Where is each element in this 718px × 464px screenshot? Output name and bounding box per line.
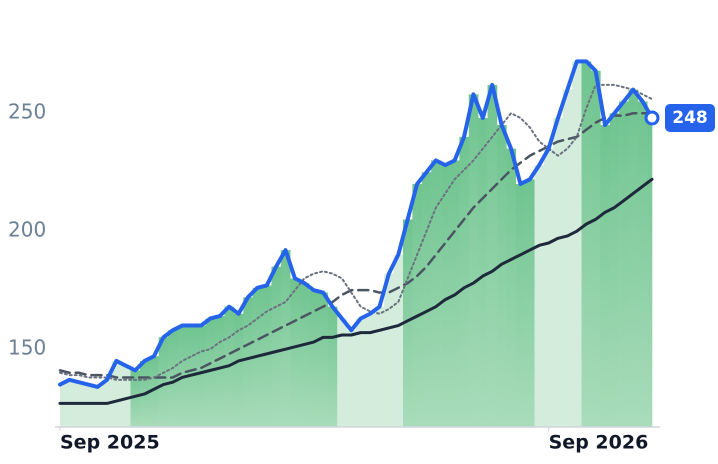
area-column xyxy=(478,117,488,427)
series-line xyxy=(59,83,653,381)
area-column xyxy=(262,285,272,427)
area-column xyxy=(356,318,366,427)
area-column xyxy=(327,306,338,427)
area-column xyxy=(534,165,545,427)
area-column xyxy=(572,61,582,428)
price-badge xyxy=(665,103,715,132)
area-column xyxy=(581,61,592,428)
area-column xyxy=(402,219,413,427)
area-column xyxy=(440,165,451,427)
last-point xyxy=(644,110,660,126)
area-column xyxy=(525,179,535,427)
area-column xyxy=(337,318,347,427)
area-column xyxy=(158,337,169,427)
y-tick-label: 200 xyxy=(8,218,46,242)
area-column xyxy=(384,273,394,427)
area-column xyxy=(111,360,122,427)
series-line xyxy=(58,59,654,389)
x-tick-label: Sep 2025 xyxy=(60,432,160,454)
area-column xyxy=(468,94,479,428)
y-tick-label: 150 xyxy=(8,336,46,360)
area-column xyxy=(215,316,225,427)
area-column xyxy=(346,330,357,427)
area-column xyxy=(506,148,517,427)
area-column xyxy=(393,254,404,427)
area-column xyxy=(619,101,629,427)
area-column xyxy=(412,184,423,427)
series-line xyxy=(58,111,654,379)
area-column xyxy=(487,84,498,428)
area-column xyxy=(421,172,432,427)
area-column xyxy=(365,313,376,427)
area-column xyxy=(196,325,206,427)
area-column xyxy=(121,365,131,427)
area-column xyxy=(92,386,103,427)
area-column xyxy=(271,266,282,427)
area-column xyxy=(459,136,470,427)
area-column xyxy=(290,278,300,427)
area-column xyxy=(647,117,653,427)
area-column xyxy=(149,356,159,427)
area-column xyxy=(243,297,253,427)
y-tick-label: 250 xyxy=(8,100,46,124)
area-column xyxy=(431,160,441,427)
area-column xyxy=(515,184,526,427)
area-column xyxy=(233,313,244,427)
area-column xyxy=(205,318,216,427)
area-column xyxy=(374,306,385,427)
area-column xyxy=(562,89,573,427)
area-column xyxy=(309,290,319,427)
area-column xyxy=(600,125,611,428)
area-column xyxy=(83,384,94,427)
area-column xyxy=(496,125,507,428)
price-label: 248 xyxy=(672,108,708,128)
area-column xyxy=(60,384,65,427)
area-column xyxy=(299,283,310,427)
area-column xyxy=(280,250,291,427)
area-column xyxy=(637,101,648,427)
area-column xyxy=(553,117,564,427)
series-line xyxy=(58,177,654,405)
area-column xyxy=(628,89,639,427)
area-column xyxy=(130,370,141,427)
area-column xyxy=(609,113,620,427)
area-column xyxy=(543,148,554,427)
area-column xyxy=(590,70,601,427)
area-column xyxy=(318,292,329,427)
x-tick-label: Sep 2026 xyxy=(549,432,649,454)
